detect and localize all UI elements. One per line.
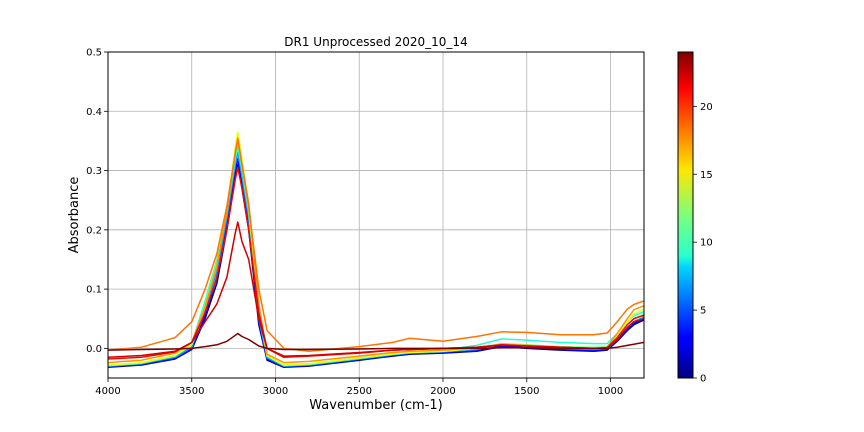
series-line-0 bbox=[108, 163, 644, 369]
colorbar-ticks: 0 5 10 15 20 bbox=[693, 102, 713, 385]
x-axis-ticks: 4000 3500 3000 2500 2000 1500 1000 bbox=[95, 378, 623, 397]
colorbar-tick-label: 0 bbox=[700, 374, 706, 385]
x-tick-label: 1500 bbox=[514, 386, 539, 397]
series-line-12 bbox=[108, 140, 644, 367]
x-tick-label: 2000 bbox=[430, 386, 455, 397]
x-tick-label: 3500 bbox=[179, 386, 204, 397]
grid-lines bbox=[107, 51, 644, 378]
y-tick-label: 0.5 bbox=[86, 48, 102, 59]
series-lines bbox=[108, 131, 644, 369]
colorbar-tick-label: 5 bbox=[700, 306, 706, 317]
x-axis-label: Wavenumber (cm-1) bbox=[309, 398, 442, 413]
series-line-22 bbox=[108, 221, 644, 359]
x-tick-label: 3000 bbox=[263, 386, 288, 397]
series-line-15 bbox=[108, 131, 644, 366]
y-axis-label: Absorbance bbox=[67, 177, 82, 254]
series-line-9 bbox=[108, 146, 644, 367]
y-axis-ticks: 0.0 0.1 0.2 0.3 0.4 0.5 bbox=[86, 48, 108, 355]
series-line-18 bbox=[108, 137, 644, 364]
colorbar-tick-label: 10 bbox=[700, 238, 713, 249]
series-line-19 bbox=[108, 138, 644, 353]
y-tick-label: 0.3 bbox=[86, 166, 102, 177]
series-line-21 bbox=[108, 166, 644, 360]
colorbar: 0 5 10 15 20 bbox=[677, 51, 713, 385]
x-tick-label: 2500 bbox=[347, 386, 372, 397]
chart-title: DR1 Unprocessed 2020_10_14 bbox=[284, 35, 467, 49]
colorbar-gradient bbox=[678, 52, 693, 378]
colorbar-tick-label: 20 bbox=[700, 102, 713, 113]
y-tick-label: 0.0 bbox=[86, 344, 102, 355]
x-tick-label: 1000 bbox=[598, 386, 623, 397]
y-tick-label: 0.4 bbox=[86, 107, 102, 118]
y-tick-label: 0.2 bbox=[86, 225, 102, 236]
plot-frame bbox=[107, 51, 645, 379]
colorbar-tick-label: 15 bbox=[700, 170, 713, 181]
x-tick-label: 4000 bbox=[95, 386, 120, 397]
y-tick-label: 0.1 bbox=[86, 285, 102, 296]
series-line-24 bbox=[108, 332, 644, 351]
colorbar-frame bbox=[677, 51, 694, 379]
series-line-3 bbox=[108, 157, 644, 368]
